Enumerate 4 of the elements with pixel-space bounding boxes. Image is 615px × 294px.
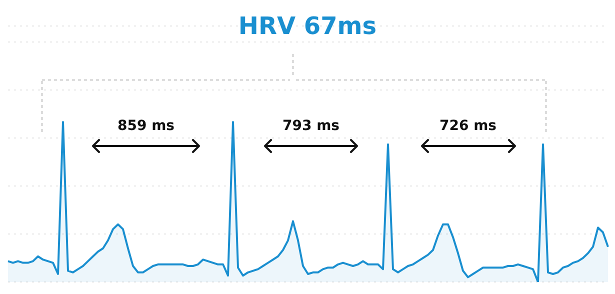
- annotation: 859 ms: [116, 118, 176, 134]
- chart-title: HRV 67ms: [237, 12, 378, 40]
- annotation: 726 ms: [438, 118, 498, 134]
- annotation: 793 ms: [281, 118, 341, 134]
